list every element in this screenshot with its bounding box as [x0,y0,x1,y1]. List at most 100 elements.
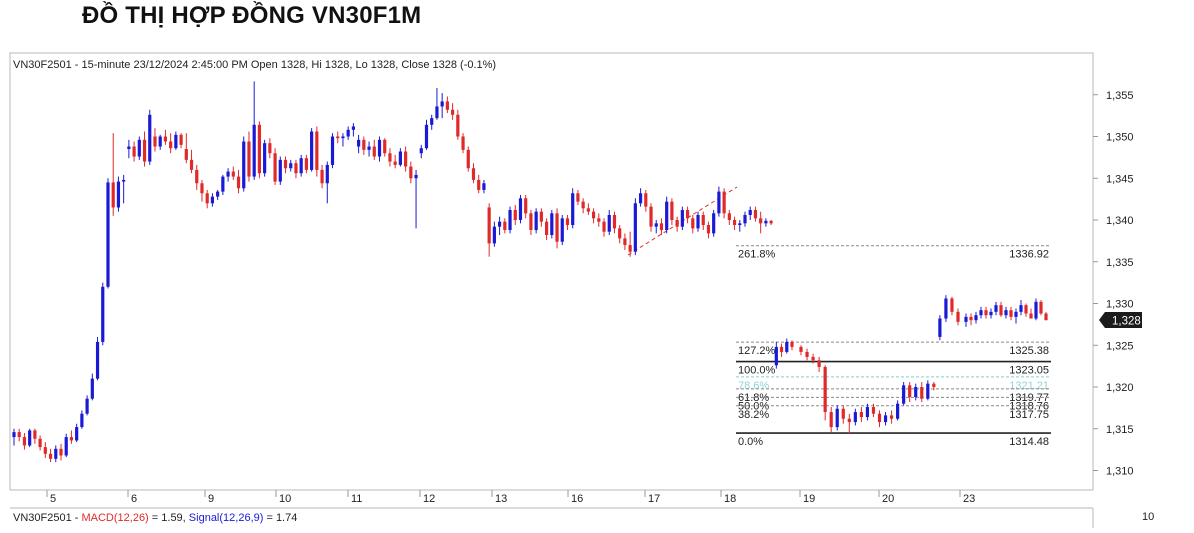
y-tick-label: 1,320 [1106,382,1134,394]
y-tick-label: 1,315 [1106,424,1134,436]
macd-ytick: 10 [1142,511,1154,523]
chart-header: VN30F2501 - 15-minute 23/12/2024 2:45:00… [13,59,496,71]
fib-percent-label: 261.8% [738,249,776,261]
candle-body [43,447,47,454]
fib-value-label: 1314.48 [1009,436,1049,448]
candle-body [466,149,470,169]
candle-body [513,209,517,220]
candle-body [409,166,413,179]
candle-body [722,191,726,214]
candle-body [902,385,906,404]
candle-body [586,208,590,212]
candle-body [22,437,27,446]
fib-value-label: 1317.75 [1009,409,1049,421]
candle-body [696,214,700,229]
fib-value-label: 1318.76 [1009,400,1049,412]
candle-body [414,174,418,179]
candle-body [799,346,803,352]
candle-body [591,211,596,219]
x-tick-label: 16 [571,493,583,505]
candle-body [691,218,695,229]
candle-body [950,298,954,312]
candle-body [989,311,993,316]
x-tick-label: 19 [803,493,815,505]
candle-body [477,179,481,190]
candle-body [315,131,319,170]
x-tick-label: 18 [724,493,736,505]
x-tick-label: 11 [351,493,362,505]
candle-body [576,193,580,202]
candle-body [440,101,444,107]
candle-body [398,151,402,165]
candle-body [743,214,747,224]
candle-body [210,196,215,204]
fib-percent-label: 61.8% [738,392,769,404]
candle-body [127,146,131,150]
candle-body [524,198,528,214]
candle-body [503,221,507,231]
candle-body [174,134,178,149]
x-tick-label: 13 [495,493,507,505]
candle-body [85,398,89,414]
plot-frame [9,52,1094,491]
candle-body [158,136,162,147]
x-tick-label: 12 [423,493,435,505]
candle-body [357,139,361,147]
candle-body [944,298,948,319]
candle-body [727,213,731,220]
candle-body [932,383,936,387]
candle-body [336,136,340,139]
candle-body [445,101,449,110]
x-tick-label: 23 [963,493,975,505]
x-tick-label: 9 [208,493,214,505]
candle-body [106,182,110,287]
candle-body [377,139,382,157]
candle-body [487,207,491,244]
candle-body [628,245,632,252]
candle-body [926,383,930,399]
candle-body [278,159,282,182]
candle-body [859,412,863,418]
candle-body [790,341,794,347]
fib-value-label: 1323.05 [1009,365,1049,377]
fib-value-label: 1319.77 [1009,392,1049,404]
candle-body [565,218,570,226]
candle-body [732,220,737,226]
candle-body [654,223,658,227]
candle-body [430,118,434,125]
candle-body [236,176,241,189]
candle-body [435,106,439,119]
candle-body [665,201,669,231]
candle-body [304,158,309,170]
candle-body [383,139,387,154]
last-price-label: 1,328 [1112,316,1141,328]
x-tick-label: 5 [50,493,56,505]
candle-body [1014,311,1018,317]
candle-body [367,146,371,150]
candle-body [764,220,768,224]
candle-body [779,346,784,352]
candle-body [54,448,58,459]
candle-body [659,223,664,231]
candle-body [205,193,209,204]
candle-body [132,146,136,157]
candle-body [75,427,79,441]
page-title: ĐỒ THỊ HỢP ĐỒNG VN30F1M [82,2,422,29]
candle-body [871,407,876,414]
candle-body [33,430,37,439]
candle-body [456,114,460,137]
candle-body [12,432,16,438]
candle-body [263,143,267,174]
candle-body [908,385,912,398]
candle-body [299,158,303,174]
last-price-tag [1099,312,1142,328]
signal-label: Signal(12,26,9) [189,512,264,524]
candle-body [853,412,857,423]
last-price-badge: 1,328 [1099,312,1142,328]
candle-body [550,213,554,236]
candle-body [310,131,314,170]
x-tick-label: 6 [131,493,137,505]
candle-body [17,432,21,438]
